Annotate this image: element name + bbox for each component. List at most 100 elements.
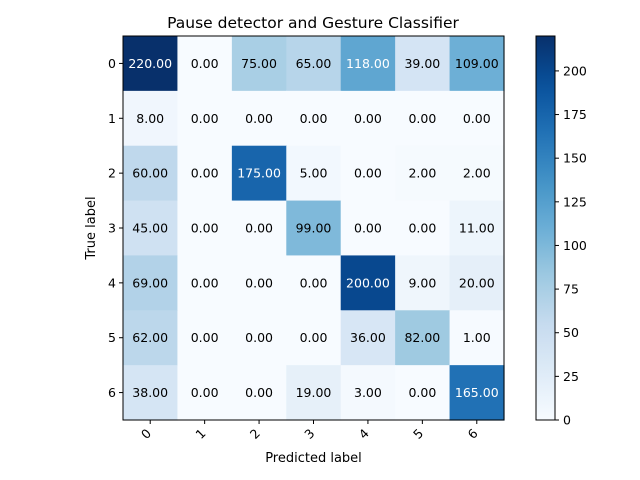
y-tick-label: 6: [108, 385, 116, 400]
cell-value-label: 2.00: [408, 166, 436, 181]
heatmap-cell: [177, 255, 233, 311]
cell-value-label: 0.00: [300, 275, 328, 290]
heatmap-cell: [449, 145, 505, 202]
y-tick-label: 1: [108, 111, 116, 126]
cell-value-label: 0.00: [354, 221, 382, 236]
heatmap-cell: [177, 36, 233, 92]
cell-value-label: 99.00: [296, 221, 332, 236]
heatmap-cell: [340, 255, 396, 311]
heatmap-cell: [449, 200, 505, 257]
y-tick-label: 2: [108, 166, 116, 181]
cell-value-label: 109.00: [455, 56, 499, 71]
cell-value-label: 39.00: [404, 56, 440, 71]
heatmap-cell: [449, 36, 505, 92]
heatmap-cell: [123, 145, 179, 202]
cell-value-label: 65.00: [296, 56, 332, 71]
cell-value-label: 82.00: [404, 330, 440, 345]
heatmap-cell: [123, 200, 179, 257]
x-tick-label: 0: [138, 426, 154, 442]
heatmap-cell: [177, 145, 233, 202]
cell-value-label: 0.00: [354, 166, 382, 181]
heatmap-cell: [340, 36, 396, 92]
cell-value-label: 0.00: [191, 330, 219, 345]
colorbar-tick-label: 175: [563, 107, 587, 122]
colorbar-tick-label: 25: [563, 369, 579, 384]
cell-value-label: 0.00: [245, 221, 273, 236]
heatmap-cell: [123, 255, 179, 311]
cell-value-label: 118.00: [346, 56, 390, 71]
colorbar-tick-label: 200: [563, 63, 587, 78]
cell-value-label: 0.00: [300, 111, 328, 126]
colorbar-ticks: 0 25 50 75 100 125 150 175 200: [555, 63, 587, 428]
cell-value-label: 200.00: [346, 275, 390, 290]
heatmap-cell: [231, 200, 287, 257]
heatmap-cell: [177, 200, 233, 257]
colorbar-tick-label: 100: [563, 238, 587, 253]
heatmap-cell: [340, 200, 396, 257]
cell-value-label: 0.00: [245, 330, 273, 345]
cell-value-label: 62.00: [132, 330, 168, 345]
cell-value-label: 0.00: [191, 166, 219, 181]
colorbar-tick-label: 50: [563, 325, 579, 340]
heatmap-cell: [395, 36, 451, 92]
cell-value-label: 0.00: [245, 275, 273, 290]
heatmap-cell: [177, 365, 233, 421]
y-tick-label: 4: [108, 275, 116, 290]
cell-value-label: 5.00: [300, 166, 328, 181]
heatmap-cell: [286, 145, 342, 202]
heatmap-cell: [123, 310, 179, 366]
cell-value-label: 0.00: [354, 111, 382, 126]
heatmap-cell: [286, 365, 342, 421]
cell-value-label: 220.00: [128, 56, 172, 71]
colorbar-tick-label: 150: [563, 151, 587, 166]
heatmap-cell: [286, 36, 342, 92]
cell-value-label: 0.00: [191, 111, 219, 126]
heatmap-cell: [449, 90, 505, 147]
heatmap-cell: [449, 255, 505, 311]
y-tick-label: 3: [108, 221, 116, 236]
cell-value-label: 1.00: [463, 330, 491, 345]
cell-value-label: 20.00: [459, 275, 495, 290]
heatmap-cell: [231, 310, 287, 366]
cell-value-label: 0.00: [300, 330, 328, 345]
y-tick-label: 5: [108, 330, 116, 345]
cell-value-label: 0.00: [191, 385, 219, 400]
heatmap-cell: [395, 200, 451, 257]
heatmap-cell: [231, 255, 287, 311]
heatmap-cell: [340, 310, 396, 366]
cell-value-label: 0.00: [408, 385, 436, 400]
cell-value-label: 60.00: [132, 166, 168, 181]
heatmap-cell: [449, 365, 505, 421]
x-tick-label: 4: [356, 426, 372, 442]
cell-value-label: 0.00: [245, 111, 273, 126]
heatmap-cell: [395, 310, 451, 366]
x-tick-label: 3: [301, 426, 317, 442]
x-tick-label: 1: [192, 426, 208, 442]
cell-value-label: 45.00: [132, 221, 168, 236]
y-tick-label: 0: [108, 56, 116, 71]
heatmap-cell: [340, 145, 396, 202]
cell-value-label: 0.00: [408, 221, 436, 236]
y-axis-ticks: 0 1 2 3 4 5 6: [108, 56, 123, 400]
heatmap-cell: [177, 90, 233, 147]
heatmap-cell: [231, 365, 287, 421]
cell-value-label: 165.00: [455, 385, 499, 400]
cell-value-label: 0.00: [408, 111, 436, 126]
heatmap-cell: [449, 310, 505, 366]
heatmap-cells: 220.00 0.00 75.00 65.00 118.00 39.00 109.00 8.0…: [123, 36, 505, 421]
heatmap-cell: [123, 36, 179, 92]
cell-value-label: 175.00: [237, 166, 281, 181]
heatmap-cell: [286, 200, 342, 257]
heatmap-cell: [395, 90, 451, 147]
heatmap-cell: [231, 90, 287, 147]
heatmap-cell: [395, 365, 451, 421]
cell-value-label: 0.00: [463, 111, 491, 126]
cell-value-label: 11.00: [459, 221, 495, 236]
heatmap-cell: [231, 145, 287, 202]
cell-value-label: 2.00: [463, 166, 491, 181]
cell-value-label: 0.00: [191, 275, 219, 290]
cell-value-label: 8.00: [136, 111, 164, 126]
cell-value-label: 75.00: [241, 56, 277, 71]
